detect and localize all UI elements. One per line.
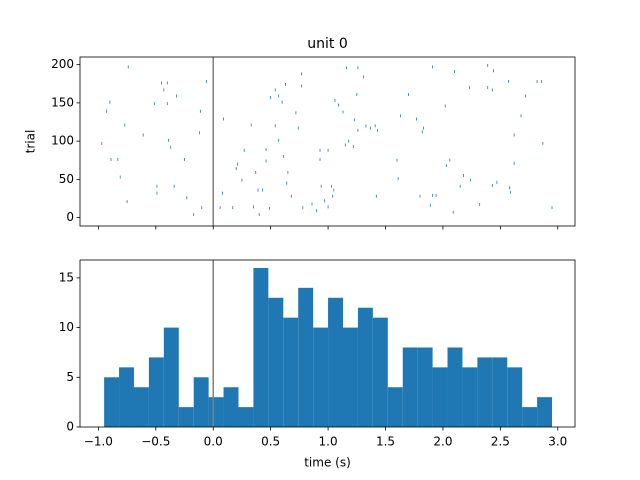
y-tick-label: 10 — [59, 320, 74, 334]
y-tick-label: 50 — [59, 172, 74, 186]
bar — [343, 327, 358, 427]
x-tick-label: 3.0 — [548, 435, 567, 449]
y-tick-label: 0 — [66, 420, 74, 434]
bar — [298, 287, 314, 427]
x-axis-label: time (s) — [304, 456, 351, 470]
x-tick-label: 0.5 — [261, 435, 280, 449]
y-tick-label: 100 — [51, 134, 74, 148]
bar — [522, 407, 538, 427]
bar — [417, 347, 433, 427]
bar — [193, 377, 209, 427]
bar — [447, 347, 463, 427]
bar — [432, 367, 448, 427]
x-tick-label: 2.0 — [433, 435, 452, 449]
bar — [178, 407, 194, 427]
bar — [283, 317, 299, 427]
bar — [238, 407, 254, 427]
bar — [268, 297, 284, 427]
bar — [462, 367, 478, 427]
bar — [477, 357, 493, 427]
chart-title: unit 0 — [307, 36, 347, 52]
x-tick-label: 2.5 — [491, 435, 510, 449]
bar — [328, 297, 344, 427]
bar — [357, 307, 373, 427]
bar — [133, 387, 149, 427]
bar — [387, 387, 403, 427]
y-axis-label: trial — [24, 130, 38, 154]
bar — [104, 377, 120, 427]
x-tick-label: −0.5 — [141, 435, 170, 449]
y-tick-label: 150 — [51, 95, 74, 109]
axes-frame — [79, 56, 576, 227]
bar — [507, 367, 523, 427]
bar — [148, 357, 164, 427]
bar — [402, 347, 418, 427]
bar — [253, 267, 269, 427]
bar — [163, 327, 179, 427]
y-tick-label: 200 — [51, 57, 74, 71]
bar — [208, 397, 224, 427]
bar — [492, 357, 508, 427]
y-tick-label: 15 — [59, 270, 74, 284]
bar — [537, 397, 553, 427]
bar — [372, 317, 388, 427]
y-tick-label: 5 — [66, 370, 74, 384]
bar — [223, 387, 239, 427]
y-tick-label: 0 — [66, 210, 74, 224]
bar — [119, 367, 134, 427]
x-tick-label: 1.0 — [319, 435, 338, 449]
x-tick-label: 0.0 — [204, 435, 223, 449]
x-tick-label: −1.0 — [84, 435, 113, 449]
axes-frame — [79, 259, 576, 428]
bar — [313, 327, 329, 427]
x-tick-label: 1.5 — [376, 435, 395, 449]
